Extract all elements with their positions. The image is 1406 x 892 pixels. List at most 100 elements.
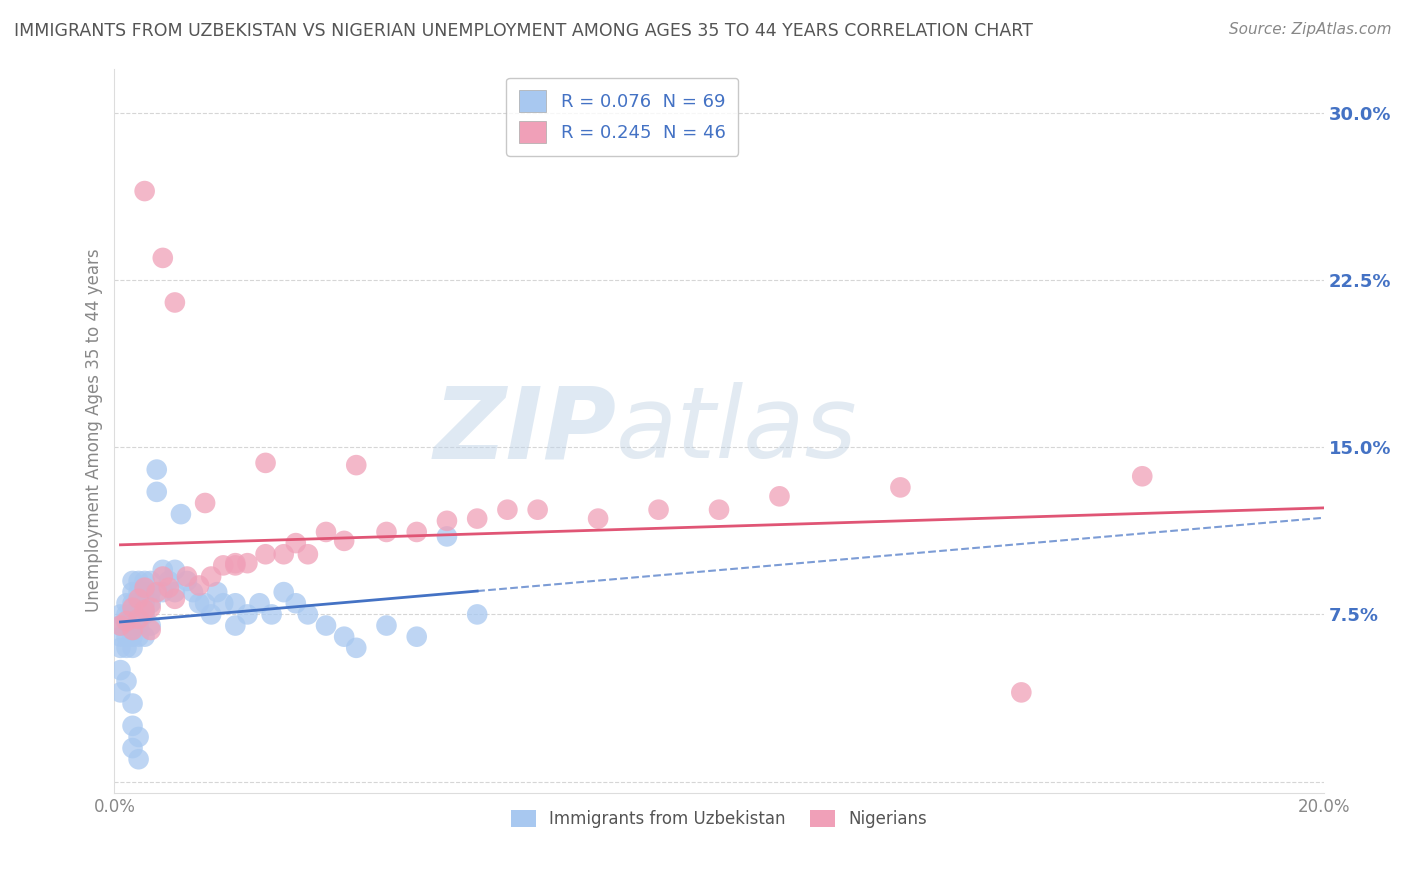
Point <box>134 585 156 599</box>
Point <box>200 569 222 583</box>
Point <box>128 612 150 626</box>
Point <box>110 640 132 655</box>
Text: atlas: atlas <box>616 382 858 479</box>
Point <box>157 574 180 588</box>
Point <box>297 607 319 622</box>
Point <box>496 502 519 516</box>
Point <box>115 607 138 622</box>
Point <box>224 596 246 610</box>
Point <box>152 563 174 577</box>
Text: IMMIGRANTS FROM UZBEKISTAN VS NIGERIAN UNEMPLOYMENT AMONG AGES 35 TO 44 YEARS CO: IMMIGRANTS FROM UZBEKISTAN VS NIGERIAN U… <box>14 22 1033 40</box>
Point <box>254 547 277 561</box>
Point <box>128 585 150 599</box>
Point <box>224 558 246 573</box>
Point <box>110 618 132 632</box>
Point <box>181 585 204 599</box>
Point <box>134 184 156 198</box>
Point <box>344 640 367 655</box>
Point <box>194 596 217 610</box>
Point <box>145 484 167 499</box>
Point <box>139 574 162 588</box>
Point <box>128 574 150 588</box>
Point <box>224 556 246 570</box>
Point <box>170 507 193 521</box>
Point <box>163 585 186 599</box>
Point <box>115 614 138 628</box>
Point <box>134 596 156 610</box>
Text: ZIP: ZIP <box>433 382 616 479</box>
Point <box>249 596 271 610</box>
Point <box>163 563 186 577</box>
Point <box>194 496 217 510</box>
Point <box>284 596 307 610</box>
Point <box>139 618 162 632</box>
Point <box>586 511 609 525</box>
Point <box>375 524 398 539</box>
Point <box>121 585 143 599</box>
Point <box>273 585 295 599</box>
Point <box>157 581 180 595</box>
Point <box>254 456 277 470</box>
Point <box>260 607 283 622</box>
Point <box>188 578 211 592</box>
Y-axis label: Unemployment Among Ages 35 to 44 years: Unemployment Among Ages 35 to 44 years <box>86 249 103 613</box>
Point <box>134 630 156 644</box>
Point <box>128 591 150 606</box>
Point <box>115 596 138 610</box>
Point <box>128 618 150 632</box>
Point <box>139 585 162 599</box>
Point <box>163 295 186 310</box>
Point <box>333 630 356 644</box>
Point <box>200 607 222 622</box>
Point <box>139 600 162 615</box>
Point <box>121 741 143 756</box>
Point <box>152 569 174 583</box>
Point <box>315 618 337 632</box>
Point <box>375 618 398 632</box>
Point <box>110 663 132 677</box>
Point <box>405 524 427 539</box>
Point <box>134 607 156 622</box>
Point <box>1130 469 1153 483</box>
Text: Source: ZipAtlas.com: Source: ZipAtlas.com <box>1229 22 1392 37</box>
Point <box>121 630 143 644</box>
Point <box>115 640 138 655</box>
Point <box>465 607 488 622</box>
Point <box>121 600 143 615</box>
Point <box>176 574 198 588</box>
Point <box>707 502 730 516</box>
Point <box>134 581 156 595</box>
Point <box>128 630 150 644</box>
Point <box>1010 685 1032 699</box>
Point <box>110 630 132 644</box>
Point <box>139 623 162 637</box>
Point <box>115 630 138 644</box>
Point <box>526 502 548 516</box>
Point <box>212 558 235 573</box>
Point <box>134 574 156 588</box>
Point <box>121 640 143 655</box>
Point <box>647 502 669 516</box>
Point <box>121 618 143 632</box>
Point <box>188 596 211 610</box>
Point <box>163 591 186 606</box>
Point <box>405 630 427 644</box>
Point <box>121 623 143 637</box>
Point <box>110 618 132 632</box>
Point <box>152 251 174 265</box>
Point <box>115 618 138 632</box>
Point <box>465 511 488 525</box>
Point <box>273 547 295 561</box>
Point <box>889 480 911 494</box>
Point <box>176 569 198 583</box>
Point <box>121 697 143 711</box>
Point <box>121 596 143 610</box>
Point <box>224 618 246 632</box>
Point <box>145 462 167 476</box>
Point <box>128 730 150 744</box>
Point <box>436 514 458 528</box>
Point <box>297 547 319 561</box>
Point <box>344 458 367 472</box>
Point <box>139 596 162 610</box>
Point <box>236 607 259 622</box>
